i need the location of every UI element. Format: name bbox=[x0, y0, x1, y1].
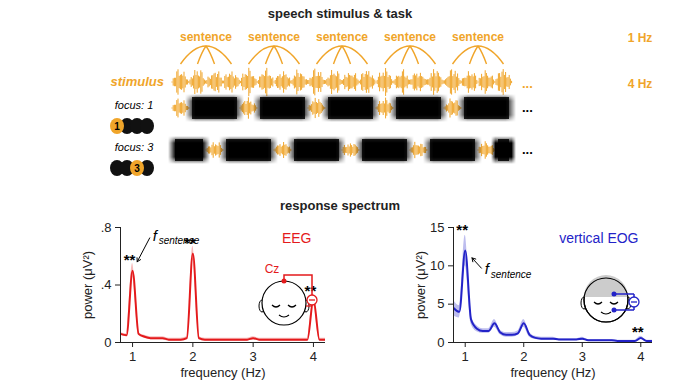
svg-text:4 Hz: 4 Hz bbox=[628, 77, 653, 91]
svg-text:1: 1 bbox=[462, 349, 469, 364]
svg-text:**: ** bbox=[456, 221, 468, 238]
svg-text:2: 2 bbox=[189, 349, 196, 364]
svg-text:...: ... bbox=[522, 76, 533, 91]
svg-text:1: 1 bbox=[129, 349, 136, 364]
svg-text:speech stimulus & task: speech stimulus & task bbox=[268, 6, 413, 21]
svg-text:EEG: EEG bbox=[282, 230, 312, 246]
svg-text:0: 0 bbox=[437, 335, 444, 350]
svg-text:stimulus: stimulus bbox=[111, 74, 164, 89]
svg-text:**: ** bbox=[305, 282, 317, 299]
svg-text:4: 4 bbox=[637, 349, 644, 364]
svg-text:.8: .8 bbox=[101, 220, 112, 235]
svg-text:frequency (Hz): frequency (Hz) bbox=[510, 365, 595, 380]
svg-text:1: 1 bbox=[114, 121, 120, 132]
svg-text:2: 2 bbox=[520, 349, 527, 364]
svg-text:sentence: sentence bbox=[316, 30, 368, 44]
svg-text:focus: 3: focus: 3 bbox=[115, 141, 154, 153]
svg-text:sentence: sentence bbox=[248, 30, 300, 44]
svg-text:**: ** bbox=[632, 323, 644, 340]
svg-text:.4: .4 bbox=[101, 277, 112, 292]
svg-text:sentence: sentence bbox=[491, 269, 532, 280]
svg-text:frequency (Hz): frequency (Hz) bbox=[180, 365, 265, 380]
svg-text:sentence: sentence bbox=[384, 30, 436, 44]
svg-text:4: 4 bbox=[310, 349, 317, 364]
svg-text:power (μV²): power (μV²) bbox=[80, 251, 95, 319]
svg-text:**: ** bbox=[124, 251, 136, 268]
svg-text:5: 5 bbox=[437, 296, 444, 311]
svg-text:15: 15 bbox=[430, 220, 444, 235]
svg-text:vertical EOG: vertical EOG bbox=[559, 230, 638, 246]
svg-text:Cz: Cz bbox=[265, 262, 280, 276]
svg-text:3: 3 bbox=[250, 349, 257, 364]
svg-text:sentence: sentence bbox=[452, 30, 504, 44]
svg-text:1 Hz: 1 Hz bbox=[628, 31, 653, 45]
svg-text:sentence: sentence bbox=[180, 30, 232, 44]
svg-text:response spectrum: response spectrum bbox=[280, 198, 400, 213]
svg-text:f: f bbox=[484, 260, 489, 278]
svg-text:focus: 1: focus: 1 bbox=[115, 99, 154, 111]
svg-text:3: 3 bbox=[134, 163, 140, 174]
svg-text:0: 0 bbox=[104, 335, 111, 350]
svg-text:10: 10 bbox=[430, 258, 444, 273]
svg-text:f: f bbox=[152, 226, 157, 244]
svg-text:...: ... bbox=[522, 100, 533, 115]
svg-text:sentence: sentence bbox=[159, 235, 200, 246]
svg-text:3: 3 bbox=[579, 349, 586, 364]
svg-text:...: ... bbox=[522, 142, 533, 157]
svg-text:power (μV²): power (μV²) bbox=[413, 251, 428, 319]
